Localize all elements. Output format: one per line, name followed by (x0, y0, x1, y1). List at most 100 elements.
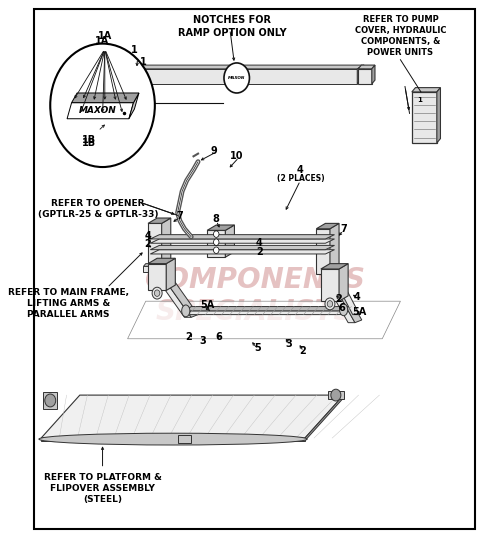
Text: 8: 8 (213, 214, 220, 224)
Polygon shape (178, 435, 191, 443)
Polygon shape (321, 264, 348, 269)
Polygon shape (150, 245, 335, 250)
Polygon shape (185, 307, 348, 311)
Polygon shape (150, 239, 335, 243)
Polygon shape (150, 250, 335, 254)
Polygon shape (357, 65, 364, 84)
Circle shape (224, 63, 249, 93)
Polygon shape (372, 65, 375, 84)
Polygon shape (330, 223, 339, 274)
Text: (2 PLACES): (2 PLACES) (277, 174, 324, 183)
Polygon shape (166, 258, 175, 291)
Circle shape (213, 239, 219, 245)
Polygon shape (339, 264, 348, 301)
Polygon shape (305, 395, 343, 441)
Polygon shape (148, 218, 171, 223)
Text: REFER TO PUMP
COVER, HYDRAULIC
COMPONENTS, &
POWER UNITS: REFER TO PUMP COVER, HYDRAULIC COMPONENT… (355, 15, 446, 58)
Polygon shape (150, 269, 191, 317)
Polygon shape (148, 264, 166, 291)
Polygon shape (43, 392, 57, 408)
Polygon shape (41, 438, 305, 441)
Text: 4: 4 (297, 165, 304, 175)
Text: 4: 4 (256, 238, 263, 248)
Text: NOTCHES FOR
RAMP OPTION ONLY: NOTCHES FOR RAMP OPTION ONLY (178, 15, 286, 38)
Text: MAXON: MAXON (228, 76, 245, 80)
Polygon shape (41, 395, 343, 438)
Circle shape (45, 394, 56, 407)
Text: MAXON: MAXON (79, 106, 117, 115)
Polygon shape (128, 301, 400, 339)
Text: 1: 1 (131, 45, 138, 55)
Text: REFER TO MAIN FRAME,
LIFTING ARMS &
PARALLEL ARMS: REFER TO MAIN FRAME, LIFTING ARMS & PARA… (8, 288, 129, 319)
Text: 4: 4 (354, 292, 361, 302)
Polygon shape (185, 311, 348, 315)
Text: 5A: 5A (200, 301, 214, 310)
Polygon shape (327, 266, 359, 315)
Text: 3: 3 (199, 336, 206, 346)
Text: 2: 2 (185, 332, 192, 342)
Text: 1B: 1B (82, 135, 96, 145)
Text: 1B: 1B (82, 138, 96, 147)
Text: 2: 2 (299, 345, 306, 356)
Text: 7: 7 (176, 211, 183, 222)
Polygon shape (148, 223, 162, 269)
Text: REFER TO OPENER
(GPTLR-25 & GPTLR-33): REFER TO OPENER (GPTLR-25 & GPTLR-33) (38, 199, 158, 219)
Polygon shape (129, 93, 139, 119)
Text: 6: 6 (338, 303, 345, 313)
Polygon shape (207, 225, 234, 230)
Text: 6: 6 (215, 332, 222, 342)
Text: 4: 4 (144, 231, 151, 240)
Text: 5A: 5A (353, 307, 367, 317)
Circle shape (213, 231, 219, 237)
Ellipse shape (331, 389, 341, 401)
Text: 5: 5 (254, 343, 260, 353)
Polygon shape (316, 229, 330, 274)
Polygon shape (412, 92, 437, 143)
Polygon shape (71, 93, 139, 103)
Polygon shape (134, 65, 141, 84)
Polygon shape (162, 218, 171, 269)
Circle shape (213, 247, 219, 253)
Polygon shape (148, 258, 175, 264)
Polygon shape (316, 223, 339, 229)
Polygon shape (150, 235, 335, 239)
Text: 7: 7 (340, 224, 347, 233)
Ellipse shape (155, 290, 160, 296)
Ellipse shape (327, 301, 333, 307)
Text: 1A: 1A (98, 31, 112, 41)
Polygon shape (437, 88, 440, 143)
Text: 1A: 1A (96, 36, 110, 46)
Polygon shape (143, 266, 173, 272)
Polygon shape (134, 69, 357, 84)
Ellipse shape (325, 298, 335, 310)
Circle shape (50, 44, 155, 167)
Polygon shape (130, 72, 139, 82)
Polygon shape (207, 230, 226, 257)
Text: 2: 2 (336, 294, 342, 303)
Polygon shape (226, 225, 234, 257)
Polygon shape (321, 269, 339, 301)
Text: 1: 1 (140, 58, 147, 67)
Ellipse shape (182, 305, 190, 317)
Polygon shape (358, 69, 372, 84)
Text: 3: 3 (285, 339, 292, 349)
Polygon shape (327, 272, 362, 323)
Ellipse shape (340, 304, 348, 316)
Text: 1: 1 (417, 97, 422, 103)
Polygon shape (67, 103, 133, 119)
Polygon shape (130, 67, 142, 72)
Ellipse shape (39, 433, 307, 445)
Polygon shape (412, 88, 440, 92)
Polygon shape (358, 65, 375, 69)
Text: 10: 10 (230, 151, 243, 161)
Polygon shape (327, 391, 343, 399)
Polygon shape (321, 274, 355, 323)
Text: 2: 2 (256, 247, 263, 257)
Polygon shape (157, 266, 198, 317)
Polygon shape (134, 65, 364, 69)
Polygon shape (139, 67, 142, 82)
Text: 9: 9 (211, 146, 217, 156)
Text: REFER TO PLATFORM &
FLIPOVER ASSEMBLY
(STEEL): REFER TO PLATFORM & FLIPOVER ASSEMBLY (S… (43, 473, 161, 504)
Text: 2: 2 (144, 239, 151, 249)
Ellipse shape (152, 287, 162, 299)
